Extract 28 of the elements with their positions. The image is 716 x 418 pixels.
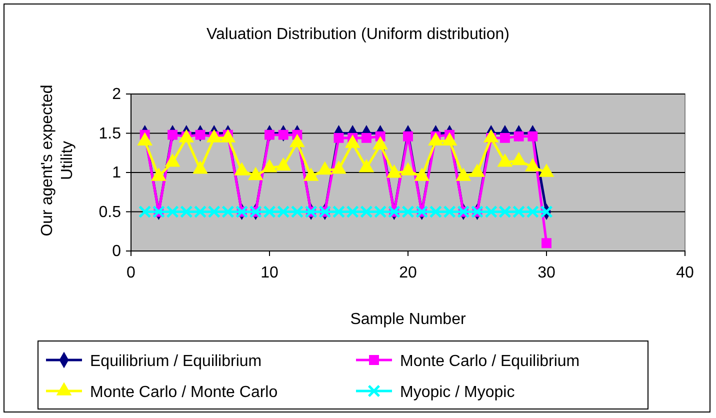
point [514, 131, 524, 142]
point [542, 238, 552, 248]
y-tick-label: 2 [112, 86, 122, 104]
y-tick-label: 0 [112, 243, 122, 260]
y-tick-label: 0.5 [98, 204, 122, 221]
point [334, 132, 344, 143]
x-axis-title: Sample Number [350, 311, 466, 328]
y-tick-label: 1.5 [98, 125, 122, 142]
point [361, 132, 372, 143]
point [500, 132, 510, 143]
point [403, 131, 413, 142]
point [528, 131, 538, 142]
point [264, 130, 274, 140]
x-tick-label: 40 [676, 264, 694, 282]
y-axis-title: Our agent's expected Utility [39, 84, 76, 236]
x-tick-label: 10 [260, 264, 278, 282]
point [278, 130, 288, 140]
legend-label: Equilibrium / Equilibrium [90, 353, 262, 370]
chart-title: Valuation Distribution (Uniform distribution) [206, 26, 510, 43]
point [195, 130, 206, 140]
x-tick-label: 30 [538, 264, 556, 282]
y-tick-label: 1 [112, 164, 122, 182]
x-tick-label: 20 [399, 264, 417, 282]
legend-label: Myopic / Myopic [400, 384, 515, 401]
x-tick-label: 0 [126, 264, 136, 282]
legend-label: Monte Carlo / Monte Carlo [90, 384, 278, 401]
point [168, 130, 178, 140]
legend-label: Monte Carlo / Equilibrium [400, 353, 580, 370]
